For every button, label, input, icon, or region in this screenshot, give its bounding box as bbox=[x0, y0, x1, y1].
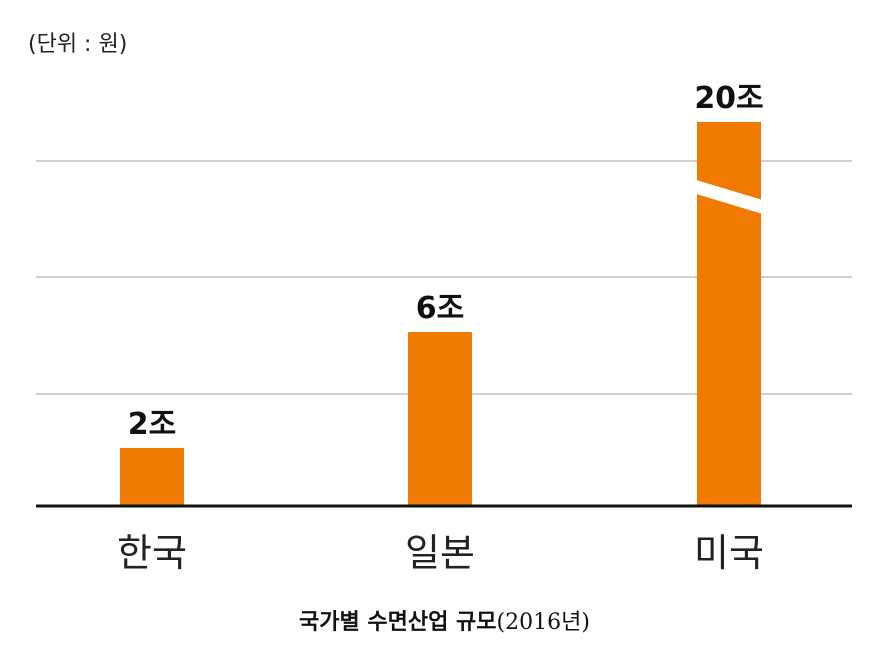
category-label-1: 한국 bbox=[117, 531, 187, 575]
data-labels: 2조 6조 20조 bbox=[128, 81, 764, 442]
category-label-3: 미국 bbox=[694, 531, 764, 575]
data-label-1: 2조 bbox=[128, 407, 176, 442]
bar-chart: 2조 6조 20조 한국 일본 미국 bbox=[36, 81, 852, 575]
bars bbox=[120, 122, 769, 506]
category-labels: 한국 일본 미국 bbox=[117, 531, 764, 575]
unit-label: (단위 : 원) bbox=[28, 32, 128, 57]
data-label-3: 20조 bbox=[694, 81, 763, 116]
bar-3 bbox=[697, 122, 761, 506]
caption-year: (2016년) bbox=[496, 610, 590, 635]
bar-1 bbox=[120, 448, 184, 506]
caption-title: 국가별 수면산업 규모 bbox=[299, 610, 497, 635]
chart-caption: 국가별 수면산업 규모(2016년) bbox=[0, 604, 889, 636]
axis-break-mark bbox=[683, 176, 769, 216]
bar-2 bbox=[408, 332, 472, 506]
category-label-2: 일본 bbox=[405, 531, 475, 575]
data-label-2: 6조 bbox=[416, 291, 464, 326]
